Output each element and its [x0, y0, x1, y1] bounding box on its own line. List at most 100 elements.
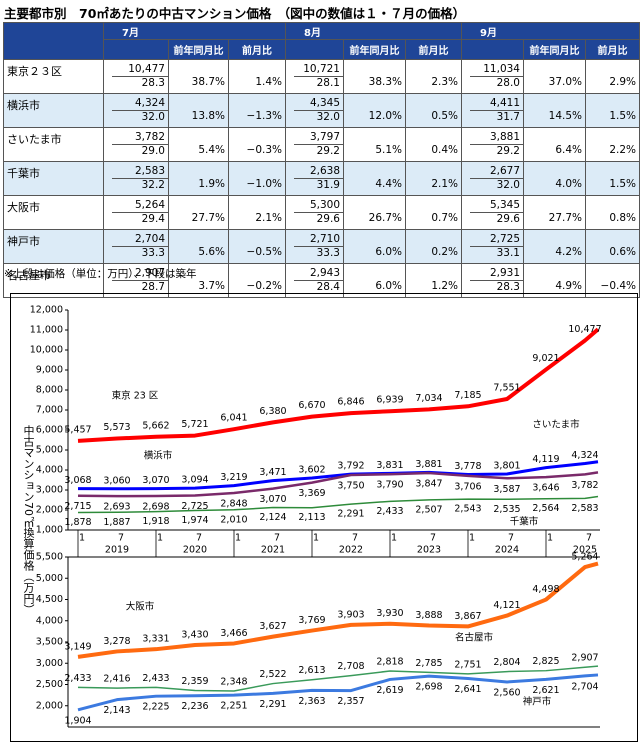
mom-change: 2.9% — [585, 59, 640, 94]
value-label: 2,416 — [103, 674, 130, 685]
value-label: 2,825 — [532, 656, 559, 667]
value-label: 3,068 — [64, 475, 91, 486]
value-label: 2,564 — [532, 503, 559, 514]
yoy-change: 38.3% — [343, 59, 406, 94]
value-label: 2,848 — [220, 499, 247, 510]
table-row: 名古屋市 2,907 28.7 3.7% −0.2% 2,943 28.4 6.0% 1.2% 2… — [3, 263, 640, 298]
mom-change: 1.4% — [228, 59, 286, 94]
x-tick-label: 1 — [469, 533, 475, 544]
mom-change: 0.4% — [405, 127, 462, 162]
building-age: 28.7 — [141, 281, 165, 293]
value-label: 6,041 — [220, 413, 247, 424]
value-label: 2,124 — [259, 512, 286, 523]
value-label: 6,846 — [337, 397, 364, 408]
value-label: 1,887 — [103, 517, 130, 528]
x-tick-label: 7 — [586, 533, 592, 544]
value-label: 2,291 — [259, 699, 286, 710]
mom-change: −1.0% — [228, 161, 286, 196]
y-tick-label: 2,500 — [36, 679, 63, 690]
price: 4,411 — [470, 97, 523, 111]
series-name: 千葉市 — [510, 516, 539, 528]
value-label: 3,646 — [532, 483, 559, 494]
value-label: 3,792 — [337, 461, 364, 472]
yoy-change: 12.0% — [343, 93, 406, 128]
building-age: 28.1 — [316, 77, 340, 89]
subheader: 前年同月比 — [343, 39, 406, 60]
price-cell: 2,943 28.4 — [285, 263, 344, 298]
value-label: 3,847 — [415, 479, 442, 490]
series-name: 東京 23 区 — [112, 390, 159, 402]
mom-change: 2.1% — [228, 195, 286, 230]
x-tick-label: 1 — [235, 533, 241, 544]
value-label: 2,751 — [454, 659, 481, 670]
x-tick-label: 7 — [196, 533, 202, 544]
price-cell: 4,324 32.0 — [103, 93, 169, 128]
table-head: 7月 8月 9月 前年同月比 前月比 前年同月比 前月比 前年同月比 前月比 — [3, 21, 640, 60]
header-cell — [103, 39, 169, 60]
value-label: 4,119 — [532, 454, 559, 465]
price-cell: 11,034 28.0 — [461, 59, 524, 94]
price-cell: 10,477 28.3 — [103, 59, 169, 94]
price: 2,710 — [294, 233, 343, 247]
value-label: 7,034 — [415, 393, 442, 404]
price: 5,300 — [294, 199, 343, 213]
yoy-change: 4.9% — [523, 263, 586, 298]
series-line — [77, 673, 599, 712]
value-label: 4,121 — [493, 600, 520, 611]
subheader: 前年同月比 — [168, 39, 229, 60]
month-header: 8月 — [285, 21, 462, 41]
value-label: 3,471 — [259, 467, 286, 478]
value-label: 3,881 — [415, 459, 442, 470]
price: 2,677 — [470, 165, 523, 179]
y-tick-label: 3,500 — [36, 637, 63, 648]
price-cell: 2,931 28.3 — [461, 263, 524, 298]
value-label: 3,769 — [298, 615, 325, 626]
value-label: 3,430 — [181, 629, 208, 640]
value-label: 2,348 — [220, 676, 247, 687]
value-label: 2,433 — [64, 673, 91, 684]
mom-change: 2.1% — [405, 161, 462, 196]
price: 4,324 — [112, 97, 168, 111]
price: 5,264 — [112, 199, 168, 213]
building-age: 28.3 — [496, 281, 520, 293]
value-label: 2,291 — [337, 509, 364, 520]
x-tick-label: 7 — [430, 533, 436, 544]
price-cell: 3,881 29.2 — [461, 127, 524, 162]
yoy-change: 6.0% — [343, 229, 406, 264]
yoy-change: 5.1% — [343, 127, 406, 162]
building-age: 29.6 — [496, 213, 520, 225]
price-cell: 4,411 31.7 — [461, 93, 524, 128]
value-label: 5,662 — [142, 420, 169, 431]
mom-change: −1.3% — [228, 93, 286, 128]
price: 2,931 — [470, 267, 523, 281]
year-label: 2022 — [339, 545, 363, 556]
series-line — [77, 665, 599, 692]
value-label: 1,878 — [64, 517, 91, 528]
value-label: 2,236 — [181, 701, 208, 712]
value-label: 3,219 — [220, 472, 247, 483]
subheader: 前月比 — [585, 39, 640, 60]
value-label: 3,867 — [454, 611, 481, 622]
yoy-change: 3.7% — [168, 263, 229, 298]
y-axis-label: 中古マンション70㎡換算価格（万円） — [22, 425, 35, 615]
price: 2,638 — [294, 165, 343, 179]
x-tick-label: 1 — [547, 533, 553, 544]
building-age: 29.4 — [141, 213, 165, 225]
value-label: 2,708 — [337, 661, 364, 672]
price-table: 7月 8月 9月 前年同月比 前月比 前年同月比 前月比 前年同月比 前月比 東京２３区 10,4… — [3, 21, 640, 298]
building-age: 28.4 — [316, 281, 340, 293]
value-label: 2,251 — [220, 701, 247, 712]
value-label: 5,264 — [571, 552, 598, 563]
value-label: 1,918 — [142, 516, 169, 527]
city-name: 千葉市 — [3, 161, 104, 196]
value-label: 2,433 — [142, 673, 169, 684]
value-label: 3,888 — [415, 610, 442, 621]
series-name: 神戸市 — [523, 696, 552, 708]
value-label: 2,907 — [571, 653, 598, 664]
price-cell: 2,638 31.9 — [285, 161, 344, 196]
building-age: 29.2 — [316, 145, 340, 157]
y-tick-label: 4,500 — [36, 594, 63, 605]
price-cell: 5,345 29.6 — [461, 195, 524, 230]
series-name: 名古屋市 — [455, 632, 494, 644]
x-tick-label: 1 — [157, 533, 163, 544]
